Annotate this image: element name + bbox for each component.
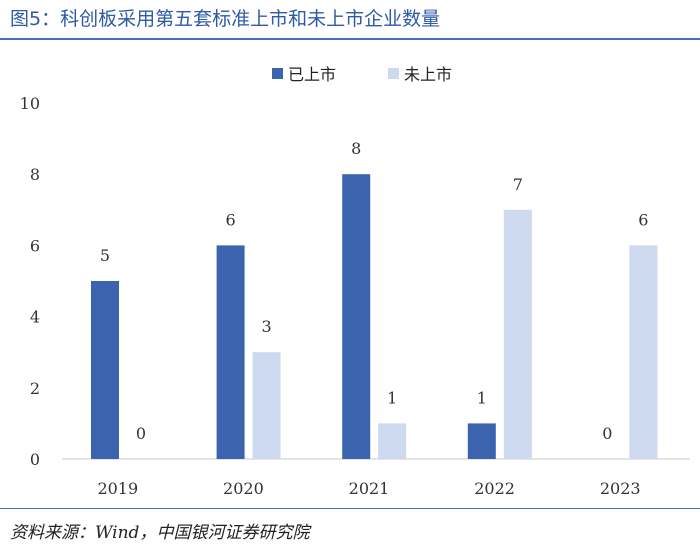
- source-note: 资料来源：Wind，中国银河证券研究院: [10, 523, 310, 543]
- x-tick-label: 2022: [474, 479, 515, 498]
- bar-unlisted-2022: [503, 209, 532, 459]
- y-tick-label: 10: [20, 94, 40, 113]
- x-tick-label: 2023: [600, 479, 641, 498]
- data-label-listed-2021: 8: [351, 139, 361, 158]
- bar-unlisted-2021: [378, 423, 407, 459]
- data-label-listed-2019: 5: [100, 246, 110, 265]
- bars: [91, 174, 658, 459]
- chart-title: 图5：科创板采用第五套标准上市和未上市企业数量: [10, 8, 441, 30]
- data-label-listed-2022: 1: [477, 388, 487, 407]
- data-label-listed-2023: 0: [602, 424, 612, 443]
- x-axis: 2019 2020 2021 2022 2023: [62, 458, 690, 498]
- x-tick-label: 2021: [349, 479, 390, 498]
- y-tick-label: 8: [30, 165, 40, 184]
- chart-legend: 已上市 未上市: [272, 65, 452, 84]
- y-tick-label: 2: [30, 379, 40, 398]
- data-label-unlisted-2020: 3: [262, 317, 272, 336]
- y-axis: 0 2 4 6 8 10: [20, 94, 40, 469]
- title-divider: [0, 38, 700, 40]
- bar-listed-2020: [216, 245, 245, 459]
- x-tick-label: 2019: [97, 479, 138, 498]
- y-tick-label: 0: [30, 450, 40, 469]
- bar-unlisted-2020: [252, 352, 281, 459]
- legend-label-listed: 已上市: [288, 65, 336, 84]
- footer-divider: [0, 508, 700, 509]
- legend-swatch-unlisted: [388, 68, 399, 79]
- data-labels: 5 0 6 3 8 1 1 7 0 6: [100, 139, 649, 443]
- bar-unlisted-2023: [629, 245, 658, 459]
- data-label-unlisted-2019: 0: [136, 424, 146, 443]
- x-tick-label: 2020: [223, 479, 264, 498]
- data-label-unlisted-2022: 7: [513, 175, 523, 194]
- y-tick-label: 6: [30, 236, 40, 255]
- data-label-unlisted-2023: 6: [638, 210, 648, 229]
- data-label-unlisted-2021: 1: [387, 388, 397, 407]
- bar-listed-2022: [467, 423, 496, 459]
- data-label-listed-2020: 6: [226, 210, 236, 229]
- legend-swatch-listed: [272, 68, 283, 79]
- y-tick-label: 4: [30, 308, 40, 327]
- legend-label-unlisted: 未上市: [404, 65, 452, 84]
- bar-listed-2019: [91, 281, 119, 459]
- bar-listed-2021: [342, 174, 371, 459]
